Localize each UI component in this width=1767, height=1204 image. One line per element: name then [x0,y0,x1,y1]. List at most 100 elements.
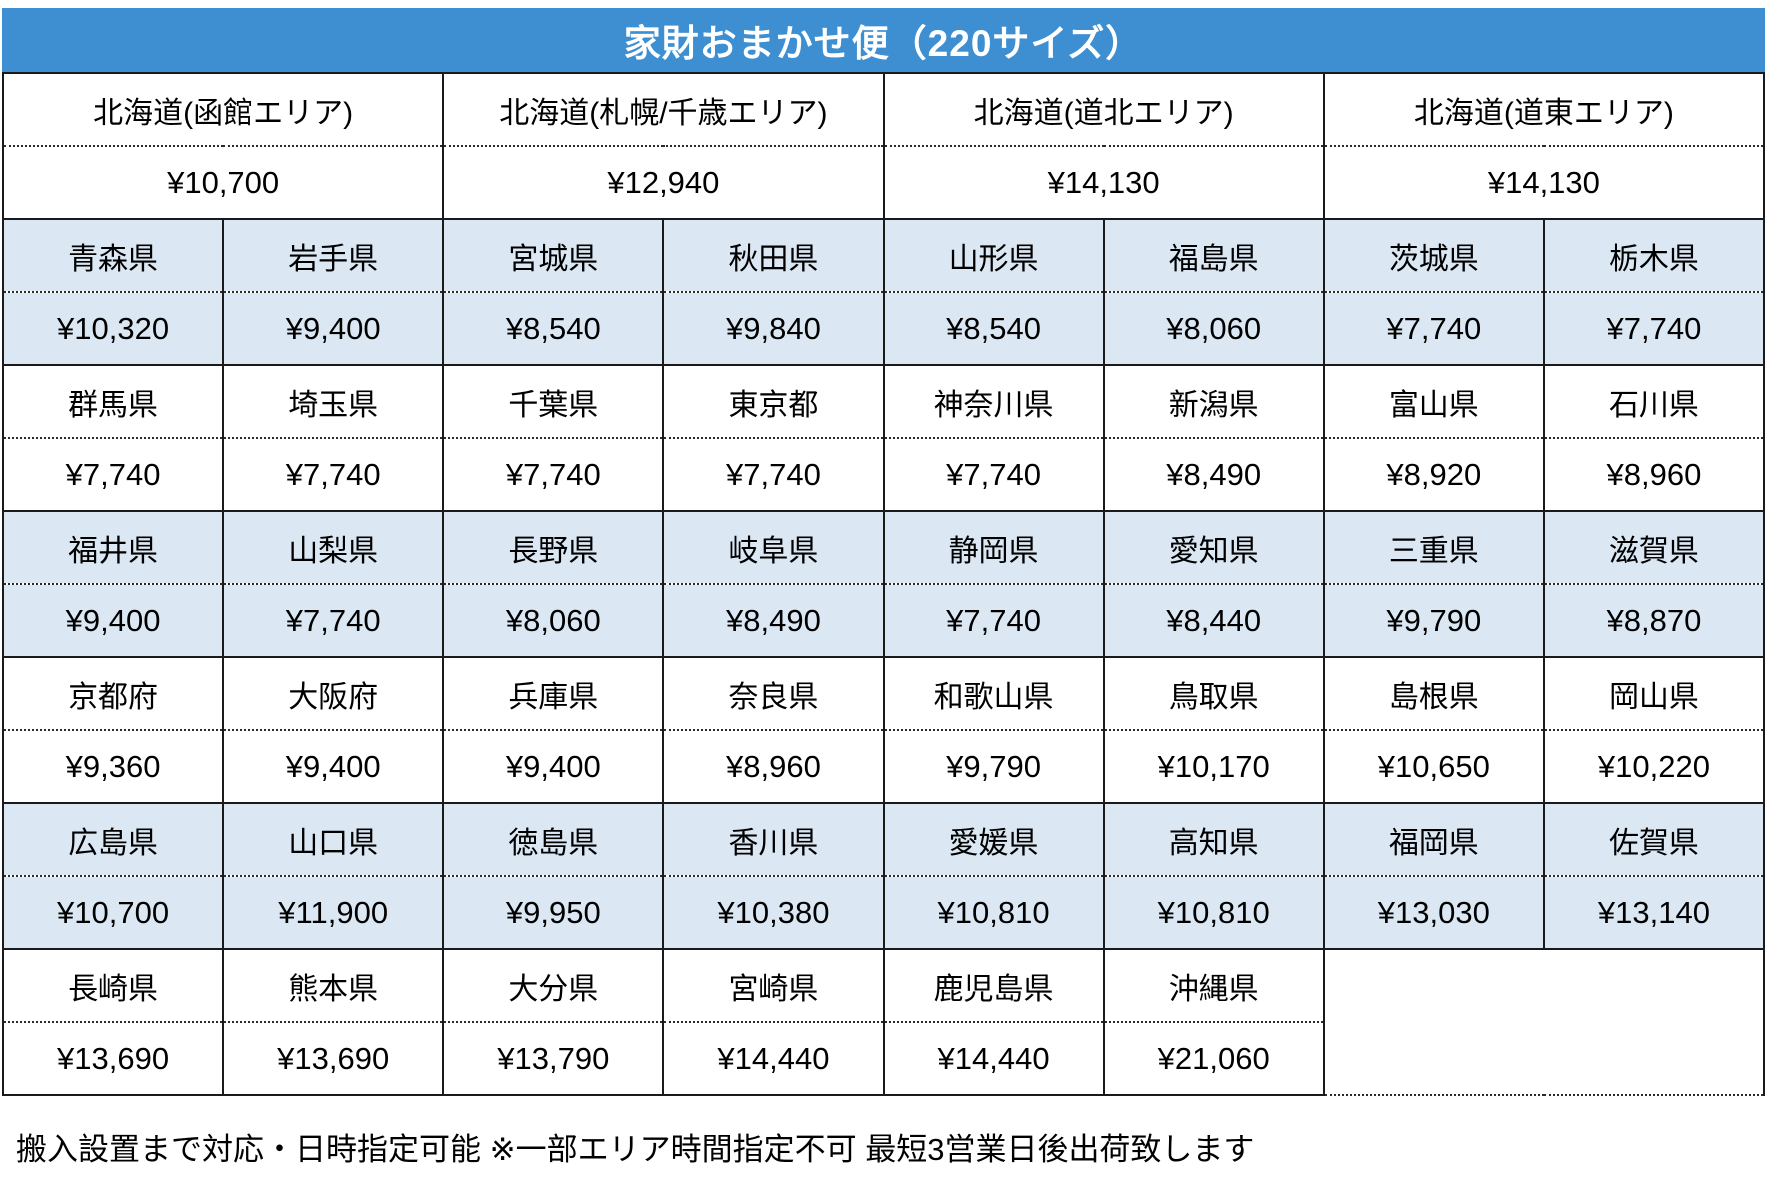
prefecture-cell: 沖縄県 [1102,948,1325,1023]
price-cell: ¥13,690 [1,1022,225,1096]
footer-note: 搬入設置まで対応・日時指定可能 ※一部エリア時間指定不可 最短3営業日後出荷致し… [16,1132,1255,1167]
prefecture-cell: 高知県 [1102,802,1325,877]
price-cell: ¥10,700 [1,876,225,950]
prefecture-cell: 岐阜県 [662,510,885,585]
price-cell: ¥8,540 [442,292,665,366]
prefecture-cell: 鹿児島県 [882,948,1105,1023]
price-cell: ¥8,060 [442,584,665,658]
prefecture-cell: 鳥取県 [1102,656,1325,731]
prefecture-cell: 奈良県 [662,656,885,731]
prefecture-cell: 埼玉県 [222,364,445,439]
area-price-cell: ¥14,130 [1322,146,1766,220]
price-cell: ¥7,740 [222,584,445,658]
prefecture-cell: 愛媛県 [882,802,1105,877]
prefecture-cell: 栃木県 [1542,218,1766,293]
price-cell: ¥8,960 [662,730,885,804]
prefecture-cell: 和歌山県 [882,656,1105,731]
price-cell: ¥7,740 [442,438,665,512]
prefecture-cell: 秋田県 [662,218,885,293]
prefecture-cell: 静岡県 [882,510,1105,585]
prefecture-price-row: ¥10,700 ¥11,900 ¥9,950 ¥10,380 ¥10,810 ¥… [1,876,1766,950]
prefecture-cell: 三重県 [1322,510,1545,585]
prefecture-cell: 宮城県 [442,218,665,293]
prefecture-cell: 熊本県 [222,948,445,1023]
prefecture-name-row: 京都府 大阪府 兵庫県 奈良県 和歌山県 鳥取県 島根県 岡山県 [1,656,1766,731]
price-cell: ¥9,950 [442,876,665,950]
price-cell: ¥7,740 [222,438,445,512]
prefecture-cell: 青森県 [1,218,225,293]
price-cell: ¥10,220 [1542,730,1766,804]
prefecture-cell: 山口県 [222,802,445,877]
hokkaido-price-row: ¥10,700 ¥12,940 ¥14,130 ¥14,130 [1,146,1766,220]
prefecture-cell: 茨城県 [1322,218,1545,293]
prefecture-cell: 広島県 [1,802,225,877]
price-cell: ¥10,170 [1102,730,1325,804]
price-cell: ¥8,440 [1102,584,1325,658]
price-cell: ¥13,030 [1322,876,1545,950]
area-header-cell: 北海道(札幌/千歳エリア) [442,72,885,147]
price-cell: ¥11,900 [222,876,445,950]
prefecture-cell: 富山県 [1322,364,1545,439]
prefecture-cell: 佐賀県 [1542,802,1766,877]
price-cell: ¥10,650 [1322,730,1545,804]
price-cell: ¥7,740 [1542,292,1766,366]
prefecture-cell: 岩手県 [222,218,445,293]
price-cell: ¥9,400 [222,292,445,366]
prefecture-price-row: ¥7,740 ¥7,740 ¥7,740 ¥7,740 ¥7,740 ¥8,49… [1,438,1766,512]
price-cell: ¥9,400 [1,584,225,658]
prefecture-cell: 愛知県 [1102,510,1325,585]
table-title-bar: 家財おまかせ便（220サイズ） [2,8,1765,72]
area-price-cell: ¥10,700 [1,146,445,220]
prefecture-cell: 福岡県 [1322,802,1545,877]
price-cell: ¥9,360 [1,730,225,804]
prefecture-cell: 福島県 [1102,218,1325,293]
price-cell: ¥8,490 [662,584,885,658]
price-cell: ¥10,810 [1102,876,1325,950]
price-cell: ¥8,060 [1102,292,1325,366]
prefecture-name-row: 群馬県 埼玉県 千葉県 東京都 神奈川県 新潟県 富山県 石川県 [1,364,1766,439]
prefecture-name-row: 青森県 岩手県 宮城県 秋田県 山形県 福島県 茨城県 栃木県 [1,218,1766,293]
prefecture-cell: 新潟県 [1102,364,1325,439]
price-cell: ¥8,490 [1102,438,1325,512]
prefecture-cell: 石川県 [1542,364,1766,439]
price-cell: ¥10,380 [662,876,885,950]
prefecture-cell: 滋賀県 [1542,510,1766,585]
prefecture-cell: 山形県 [882,218,1105,293]
prefecture-name-row: 長崎県 熊本県 大分県 宮崎県 鹿児島県 沖縄県 [1,948,1766,1096]
empty-region [1322,948,1766,1096]
price-cell: ¥8,540 [882,292,1105,366]
prefecture-cell: 長崎県 [1,948,225,1023]
price-cell: ¥13,790 [442,1022,665,1096]
prefecture-cell: 兵庫県 [442,656,665,731]
price-cell: ¥7,740 [882,584,1105,658]
price-cell: ¥9,400 [442,730,665,804]
prefecture-name-row: 広島県 山口県 徳島県 香川県 愛媛県 高知県 福岡県 佐賀県 [1,802,1766,877]
prefecture-price-row: ¥9,400 ¥7,740 ¥8,060 ¥8,490 ¥7,740 ¥8,44… [1,584,1766,658]
price-cell: ¥8,920 [1322,438,1545,512]
area-header-cell: 北海道(道北エリア) [882,72,1325,147]
price-cell: ¥14,440 [882,1022,1105,1096]
price-cell: ¥7,740 [1,438,225,512]
prefecture-price-row: ¥13,690 ¥13,690 ¥13,790 ¥14,440 ¥14,440 … [1,1022,1764,1096]
area-price-cell: ¥14,130 [882,146,1325,220]
prefecture-cell: 千葉県 [442,364,665,439]
price-cell: ¥9,790 [882,730,1105,804]
prefecture-cell: 長野県 [442,510,665,585]
price-cell: ¥10,810 [882,876,1105,950]
prefecture-cell: 群馬県 [1,364,225,439]
shipping-fee-table: 北海道(函館エリア) 北海道(札幌/千歳エリア) 北海道(道北エリア) 北海道(… [1,72,1766,1096]
price-cell: ¥7,740 [1322,292,1545,366]
area-header-cell: 北海道(道東エリア) [1322,72,1766,147]
prefecture-cell: 岡山県 [1542,656,1766,731]
prefecture-cell: 香川県 [662,802,885,877]
prefecture-cell: 山梨県 [222,510,445,585]
prefecture-cell: 京都府 [1,656,225,731]
prefecture-cell: 東京都 [662,364,885,439]
price-cell: ¥7,740 [662,438,885,512]
price-cell: ¥21,060 [1102,1022,1325,1096]
price-cell: ¥10,320 [1,292,225,366]
prefecture-cell: 福井県 [1,510,225,585]
price-cell: ¥13,690 [222,1022,445,1096]
prefecture-cell: 徳島県 [442,802,665,877]
